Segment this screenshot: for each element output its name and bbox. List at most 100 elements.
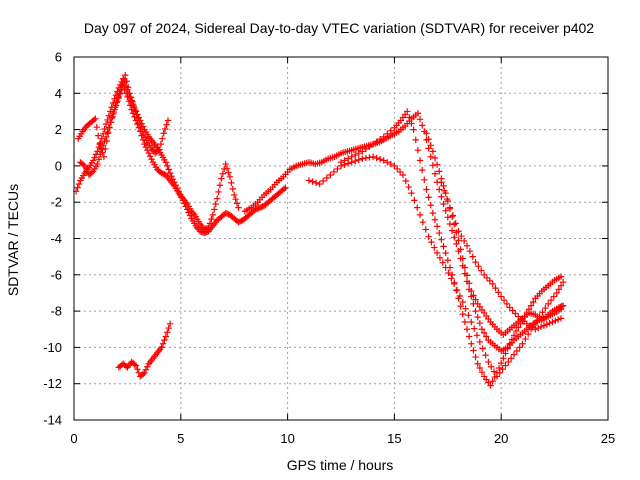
data-point	[493, 369, 501, 377]
data-point	[487, 382, 494, 389]
data-point	[431, 154, 439, 162]
data-point	[226, 173, 234, 180]
data-point	[427, 142, 434, 149]
data-point	[137, 128, 144, 135]
data-point	[557, 306, 565, 313]
data-point	[504, 345, 511, 352]
data-point	[119, 81, 126, 89]
data-point	[121, 86, 128, 93]
data-point	[211, 206, 218, 213]
data-point	[161, 336, 168, 344]
data-point	[80, 161, 87, 168]
data-point	[93, 123, 100, 131]
y-tick-label: 2	[55, 122, 62, 137]
data-point	[472, 296, 479, 303]
data-point	[422, 226, 429, 233]
data-point	[104, 128, 111, 136]
data-point	[122, 90, 130, 97]
data-point	[479, 345, 486, 352]
data-point	[82, 165, 90, 173]
data-point	[99, 130, 107, 138]
data-point	[352, 157, 359, 165]
y-tick-label: 6	[55, 50, 62, 65]
series-track-h	[423, 130, 565, 338]
data-point	[387, 160, 395, 168]
data-point	[495, 289, 502, 296]
data-point	[100, 153, 108, 161]
data-point	[507, 355, 515, 362]
data-point	[489, 378, 496, 385]
data-point	[459, 310, 466, 318]
x-axis-label: GPS time / hours	[287, 457, 394, 473]
data-point	[475, 263, 482, 270]
data-point	[472, 353, 479, 361]
y-tick-label: -6	[50, 267, 62, 282]
data-point	[410, 126, 417, 133]
y-tick-label: -10	[43, 340, 62, 355]
y-tick-label: -12	[43, 376, 62, 391]
data-point	[498, 293, 505, 300]
data-point	[489, 280, 496, 288]
data-point	[81, 162, 88, 170]
data-point	[503, 300, 511, 308]
data-point	[446, 220, 454, 228]
data-point	[452, 220, 459, 227]
data-point	[502, 362, 509, 369]
data-point	[320, 177, 327, 185]
data-point	[124, 93, 131, 101]
data-point	[280, 185, 288, 193]
data-point	[445, 269, 452, 277]
data-point	[427, 153, 434, 161]
data-point	[352, 151, 359, 159]
data-point	[522, 335, 529, 343]
series-track-d	[115, 320, 174, 380]
y-tick-label: -4	[50, 231, 62, 246]
data-point	[480, 271, 488, 278]
data-point	[208, 215, 215, 223]
data-point	[436, 254, 444, 262]
chart-title: Day 097 of 2024, Sidereal Day-to-day VTE…	[84, 20, 594, 36]
data-point	[553, 289, 560, 297]
data-point	[559, 278, 567, 286]
data-point	[165, 166, 172, 173]
data-point	[362, 145, 370, 153]
data-point	[453, 287, 460, 294]
data-point	[119, 82, 127, 90]
data-point	[282, 184, 289, 191]
data-point	[75, 180, 83, 188]
data-point	[97, 151, 104, 158]
data-point	[102, 133, 110, 141]
data-point	[418, 122, 426, 129]
data-point	[411, 197, 418, 204]
data-point	[116, 90, 123, 98]
data-point	[472, 258, 479, 266]
data-point	[458, 232, 465, 240]
data-point	[108, 114, 115, 122]
data-point	[341, 157, 348, 164]
data-point	[359, 155, 366, 162]
data-point	[433, 249, 441, 257]
data-point	[348, 153, 355, 161]
data-point	[433, 161, 441, 168]
data-point	[236, 218, 244, 225]
data-point	[154, 147, 162, 154]
data-point	[99, 142, 107, 149]
data-point	[105, 123, 113, 131]
data-point	[131, 113, 138, 121]
data-point	[488, 363, 495, 370]
data-point	[466, 248, 474, 255]
data-point	[218, 175, 225, 182]
data-point	[455, 237, 462, 244]
data-point	[448, 227, 456, 234]
data-point	[448, 275, 455, 282]
data-point	[427, 202, 434, 209]
data-point	[396, 168, 404, 176]
data-point	[102, 145, 109, 153]
data-point	[223, 165, 231, 172]
data-point	[425, 136, 432, 143]
data-point	[468, 340, 475, 347]
data-point	[117, 90, 124, 97]
data-point	[127, 94, 135, 101]
data-point	[440, 243, 447, 250]
data-point	[448, 271, 456, 278]
